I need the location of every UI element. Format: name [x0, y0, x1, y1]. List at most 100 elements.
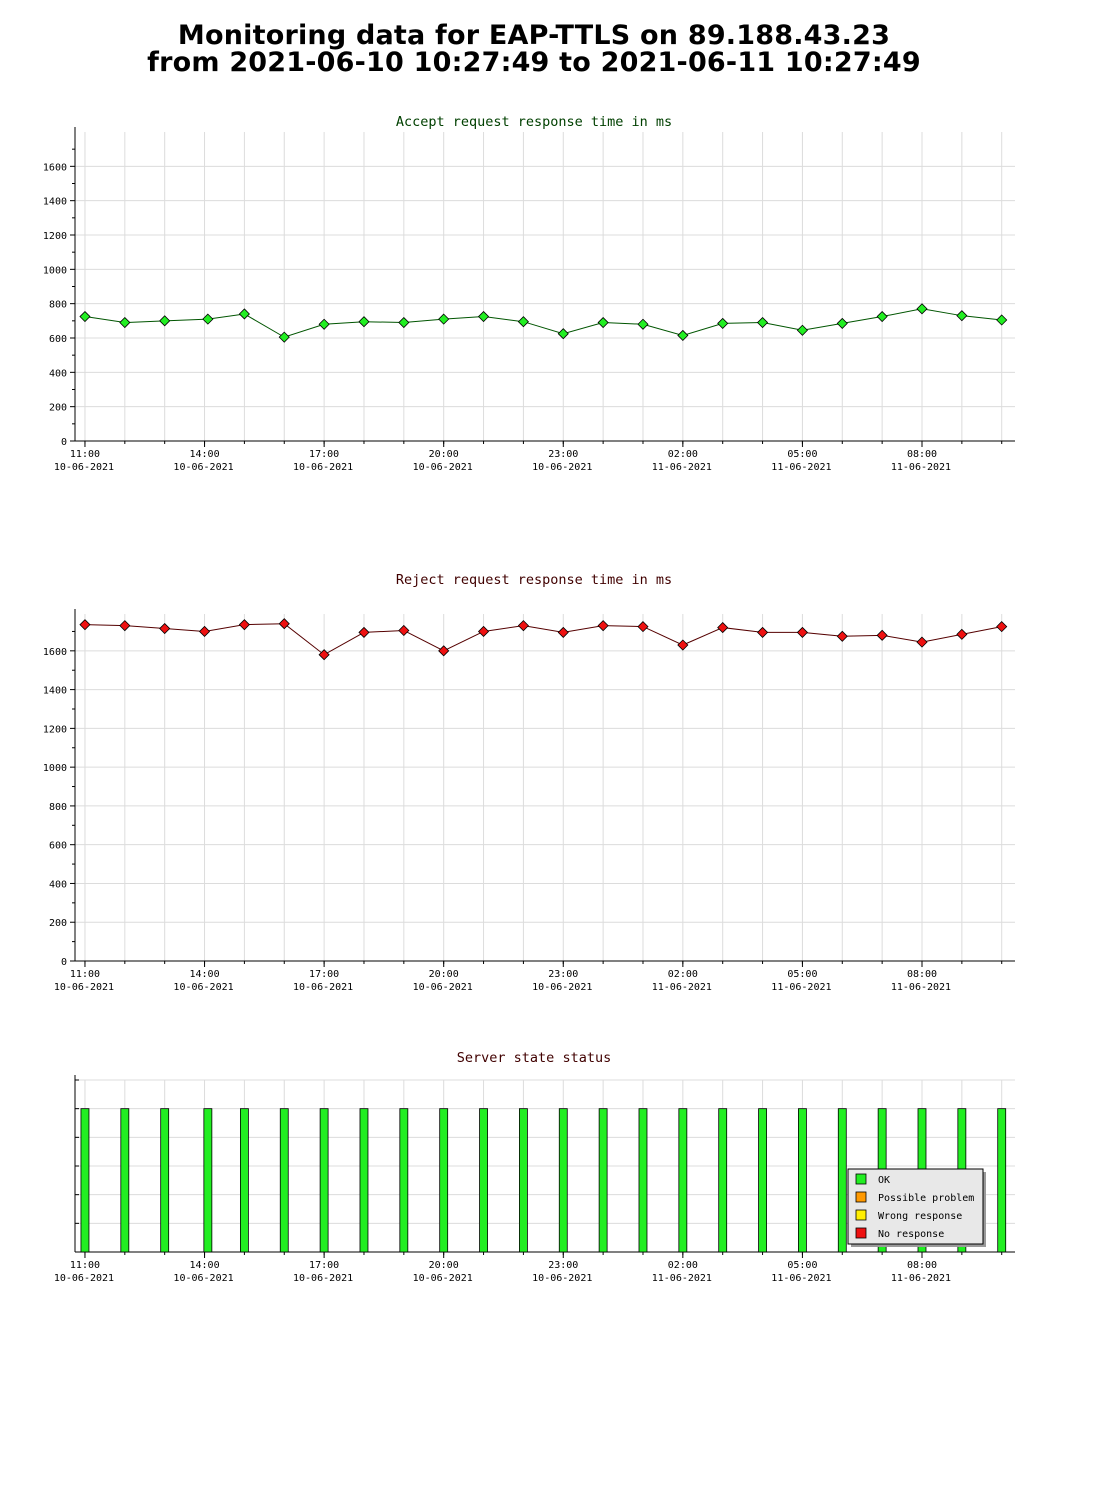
y-tick-label: 400 [49, 879, 67, 890]
x-tick-label-time: 23:00 [548, 449, 578, 460]
status-bar [997, 1108, 1007, 1253]
x-tick-label-date: 10-06-2021 [413, 982, 473, 993]
data-point [198, 625, 211, 638]
data-point [79, 619, 91, 631]
data-point [637, 621, 649, 633]
x-tick-label-time: 14:00 [189, 1260, 219, 1271]
status-bar [638, 1108, 648, 1253]
y-tick-label: 1000 [43, 265, 67, 276]
x-tick-label-time: 14:00 [189, 449, 219, 460]
y-tick-label: 200 [49, 918, 67, 929]
status-bar [160, 1108, 170, 1253]
status-bar [120, 1108, 130, 1253]
data-point [756, 316, 769, 329]
data-point [398, 624, 410, 637]
x-tick-label-date: 10-06-2021 [54, 982, 114, 993]
status-bar [319, 1108, 329, 1253]
x-tick-label-time: 20:00 [429, 969, 459, 980]
x-tick-label-date: 11-06-2021 [652, 1273, 712, 1284]
data-point [318, 318, 330, 330]
x-tick-label-date: 10-06-2021 [293, 1273, 353, 1284]
y-tick-label: 600 [49, 334, 67, 345]
data-point [796, 626, 808, 638]
y-tick-label: 1000 [43, 763, 67, 774]
x-tick-label-date: 11-06-2021 [652, 462, 712, 473]
y-tick-label: 1200 [43, 724, 67, 735]
chart-title: Reject request response time in ms [396, 572, 672, 588]
data-point [517, 316, 529, 328]
status-bar [479, 1108, 488, 1253]
data-point [477, 625, 490, 638]
data-point [517, 620, 529, 632]
data-point [278, 331, 290, 343]
data-point [796, 324, 808, 336]
x-tick-label-date: 10-06-2021 [413, 1273, 473, 1284]
status-bar [203, 1108, 213, 1253]
data-point [836, 630, 848, 642]
data-point [557, 626, 569, 638]
reject-response-time-chart: 0 200 400 600 800 1000 1200 1400 1600 Reject requ… [43, 572, 1015, 993]
y-tick-label: 1400 [43, 686, 67, 697]
x-tick-label-time: 17:00 [309, 1260, 339, 1271]
x-tick-label-time: 11:00 [70, 449, 100, 460]
series-line [84, 308, 1002, 338]
x-tick-label-time: 20:00 [429, 449, 459, 460]
x-tick-label-time: 05:00 [787, 449, 817, 460]
data-point [477, 310, 490, 323]
status-bar [598, 1108, 608, 1253]
legend-label: No response [878, 1229, 944, 1240]
legend-swatch [855, 1173, 867, 1185]
x-tick-label-date: 11-06-2021 [891, 1273, 951, 1284]
x-tick-label-date: 11-06-2021 [891, 462, 951, 473]
x-tick-label-date: 10-06-2021 [532, 982, 592, 993]
x-tick-label-date: 11-06-2021 [771, 982, 831, 993]
data-point [956, 310, 968, 322]
status-bar [399, 1108, 409, 1253]
data-point [717, 622, 729, 634]
data-point [956, 628, 968, 640]
x-tick-label-date: 10-06-2021 [173, 462, 233, 473]
data-point [677, 329, 689, 341]
data-point [756, 626, 769, 638]
x-tick-label-date: 11-06-2021 [771, 462, 831, 473]
data-point [717, 317, 729, 329]
legend-swatch [855, 1209, 867, 1221]
status-bar [758, 1108, 767, 1253]
x-tick-label-time: 23:00 [548, 1260, 578, 1271]
y-tick-label: 800 [49, 802, 67, 813]
legend-label: Possible problem [878, 1193, 974, 1204]
data-point [438, 645, 450, 657]
x-tick-label-time: 05:00 [787, 1260, 817, 1271]
series-line [84, 623, 1002, 656]
legend-label: OK [878, 1175, 890, 1186]
data-point [278, 618, 290, 630]
y-tick-label: 800 [49, 300, 67, 311]
data-point [557, 328, 569, 340]
legend-box [847, 1168, 984, 1245]
x-tick-label-time: 17:00 [309, 449, 339, 460]
x-tick-label-time: 02:00 [668, 1260, 698, 1271]
status-bar [359, 1108, 369, 1253]
x-tick-label-date: 10-06-2021 [293, 982, 353, 993]
data-point [637, 318, 649, 330]
x-tick-label-time: 23:00 [548, 969, 578, 980]
data-point [438, 313, 450, 325]
chart-title: Server state status [457, 1050, 611, 1066]
y-tick-label: 1600 [43, 647, 67, 658]
x-tick-label-time: 02:00 [668, 449, 698, 460]
chart-title: Accept request response time in ms [396, 114, 672, 130]
x-tick-label-time: 08:00 [907, 1260, 937, 1271]
page-title-line2: from 2021-06-10 10:27:49 to 2021-06-11 1… [147, 47, 921, 78]
status-bar [558, 1108, 568, 1253]
x-tick-label-date: 10-06-2021 [293, 462, 353, 473]
data-point [358, 316, 370, 328]
data-point [159, 622, 171, 635]
x-tick-label-time: 08:00 [907, 449, 937, 460]
data-point [238, 308, 250, 320]
data-point [398, 316, 410, 329]
status-bar [239, 1108, 249, 1253]
y-tick-label: 0 [61, 437, 67, 448]
data-point [916, 303, 928, 315]
data-point [836, 317, 848, 329]
y-tick-label: 1400 [43, 197, 67, 208]
